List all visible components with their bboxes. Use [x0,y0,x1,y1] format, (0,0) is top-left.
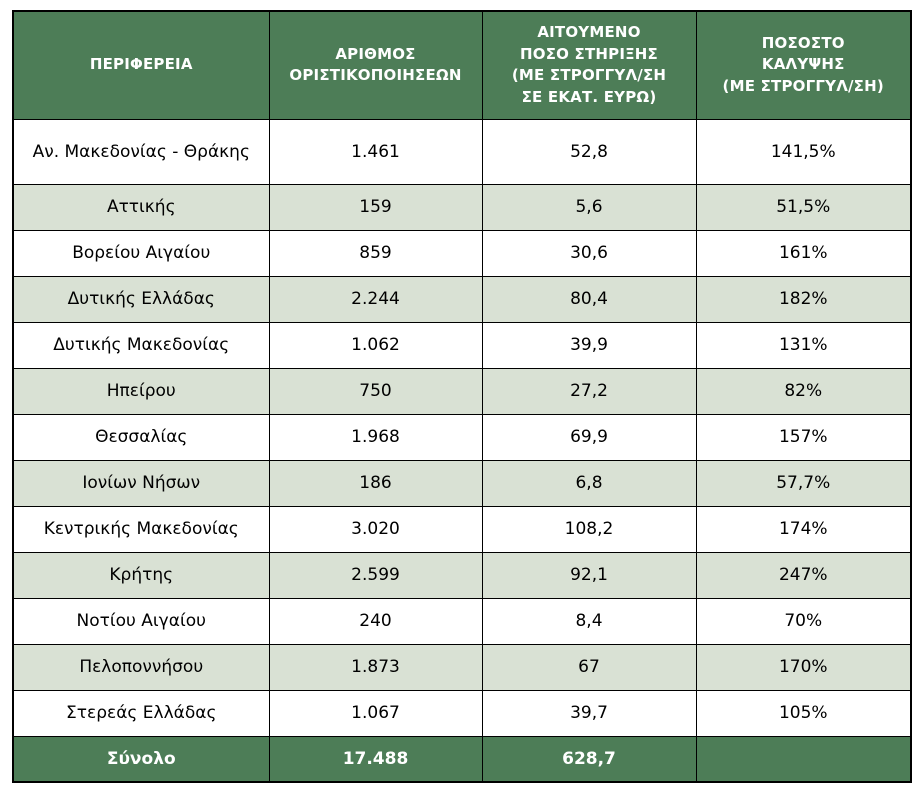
table-row: Αττικής 159 5,6 51,5% [12,183,912,231]
region-cell: Αν. Μακεδονίας - Θράκης [12,118,270,185]
table-body: Αν. Μακεδονίας - Θράκης 1.461 52,8 141,5… [12,118,912,737]
col-header-finalizations-count: ΑΡΙΘΜΟΣ ΟΡΙΣΤΙΚΟΠΟΙΗΣΕΩΝ [268,10,483,120]
coverage-cell: 82% [695,367,912,415]
count-cell: 186 [268,459,483,507]
table-row: Βορείου Αιγαίου 859 30,6 161% [12,229,912,277]
coverage-cell: 174% [695,505,912,553]
col-header-region: ΠΕΡΙΦΕΡΕΙΑ [12,10,270,120]
amount-cell: 27,2 [481,367,697,415]
header-row: ΠΕΡΙΦΕΡΕΙΑ ΑΡΙΘΜΟΣ ΟΡΙΣΤΙΚΟΠΟΙΗΣΕΩΝ ΑΙΤΟ… [12,10,912,120]
amount-cell: 6,8 [481,459,697,507]
count-cell: 2.244 [268,275,483,323]
coverage-cell: 161% [695,229,912,277]
region-cell: Στερεάς Ελλάδας [12,689,270,737]
region-cell: Ηπείρου [12,367,270,415]
count-cell: 1.461 [268,118,483,185]
amount-cell: 92,1 [481,551,697,599]
regions-support-table: ΠΕΡΙΦΕΡΕΙΑ ΑΡΙΘΜΟΣ ΟΡΙΣΤΙΚΟΠΟΙΗΣΕΩΝ ΑΙΤΟ… [12,10,912,783]
col-header-requested-amount: ΑΙΤΟΥΜΕΝΟ ΠΟΣΟ ΣΤΗΡΙΞΗΣ (ΜΕ ΣΤΡΟΓΓΥΛ/ΣΗ … [481,10,697,120]
coverage-cell: 51,5% [695,183,912,231]
region-cell: Κεντρικής Μακεδονίας [12,505,270,553]
table-row: Θεσσαλίας 1.968 69,9 157% [12,413,912,461]
region-cell: Ιονίων Νήσων [12,459,270,507]
count-cell: 1.968 [268,413,483,461]
amount-cell: 8,4 [481,597,697,645]
coverage-cell: 70% [695,597,912,645]
amount-cell: 108,2 [481,505,697,553]
total-coverage-cell [695,735,912,783]
count-cell: 750 [268,367,483,415]
col-header-coverage-percentage: ΠΟΣΟΣΤΟ ΚΑΛΥΨΗΣ (ΜΕ ΣΤΡΟΓΓΥΛ/ΣΗ) [695,10,912,120]
amount-cell: 5,6 [481,183,697,231]
region-cell: Δυτικής Μακεδονίας [12,321,270,369]
table-row: Κεντρικής Μακεδονίας 3.020 108,2 174% [12,505,912,553]
table-row: Ιονίων Νήσων 186 6,8 57,7% [12,459,912,507]
region-cell: Πελοποννήσου [12,643,270,691]
amount-cell: 69,9 [481,413,697,461]
coverage-cell: 57,7% [695,459,912,507]
count-cell: 2.599 [268,551,483,599]
amount-cell: 80,4 [481,275,697,323]
coverage-cell: 157% [695,413,912,461]
region-cell: Νοτίου Αιγαίου [12,597,270,645]
total-amount-cell: 628,7 [481,735,697,783]
table-footer: Σύνολο 17.488 628,7 [12,735,912,783]
count-cell: 159 [268,183,483,231]
coverage-cell: 131% [695,321,912,369]
table-row: Πελοποννήσου 1.873 67 170% [12,643,912,691]
region-cell: Βορείου Αιγαίου [12,229,270,277]
region-cell: Θεσσαλίας [12,413,270,461]
coverage-cell: 170% [695,643,912,691]
amount-cell: 39,7 [481,689,697,737]
amount-cell: 67 [481,643,697,691]
table-row: Κρήτης 2.599 92,1 247% [12,551,912,599]
table-row: Δυτικής Ελλάδας 2.244 80,4 182% [12,275,912,323]
amount-cell: 52,8 [481,118,697,185]
table-row: Νοτίου Αιγαίου 240 8,4 70% [12,597,912,645]
total-row: Σύνολο 17.488 628,7 [12,735,912,783]
table-row: Στερεάς Ελλάδας 1.067 39,7 105% [12,689,912,737]
table-row: Δυτικής Μακεδονίας 1.062 39,9 131% [12,321,912,369]
count-cell: 1.873 [268,643,483,691]
amount-cell: 39,9 [481,321,697,369]
table-header: ΠΕΡΙΦΕΡΕΙΑ ΑΡΙΘΜΟΣ ΟΡΙΣΤΙΚΟΠΟΙΗΣΕΩΝ ΑΙΤΟ… [12,10,912,120]
total-label-cell: Σύνολο [12,735,270,783]
table-row: Ηπείρου 750 27,2 82% [12,367,912,415]
count-cell: 3.020 [268,505,483,553]
coverage-cell: 247% [695,551,912,599]
total-count-cell: 17.488 [268,735,483,783]
region-cell: Αττικής [12,183,270,231]
count-cell: 859 [268,229,483,277]
coverage-cell: 141,5% [695,118,912,185]
region-cell: Κρήτης [12,551,270,599]
count-cell: 1.062 [268,321,483,369]
count-cell: 240 [268,597,483,645]
region-cell: Δυτικής Ελλάδας [12,275,270,323]
table-row: Αν. Μακεδονίας - Θράκης 1.461 52,8 141,5… [12,118,912,185]
amount-cell: 30,6 [481,229,697,277]
coverage-cell: 105% [695,689,912,737]
count-cell: 1.067 [268,689,483,737]
coverage-cell: 182% [695,275,912,323]
